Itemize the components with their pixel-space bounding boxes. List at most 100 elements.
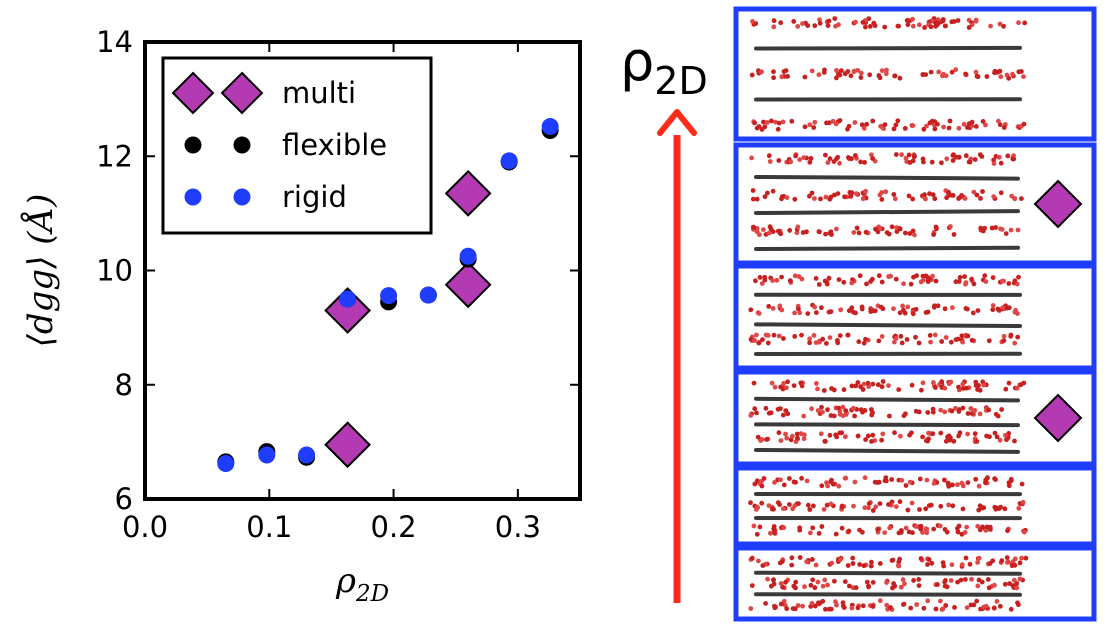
bead — [990, 307, 996, 313]
bead — [905, 304, 911, 310]
bead — [893, 152, 899, 157]
bead — [897, 226, 903, 232]
bead — [983, 603, 989, 609]
bead — [791, 19, 797, 24]
bead — [807, 122, 813, 128]
bead — [816, 601, 822, 607]
bead — [825, 582, 830, 588]
bead — [870, 308, 875, 314]
bead — [942, 385, 948, 391]
bead — [973, 476, 979, 482]
bead — [999, 278, 1005, 284]
bead — [908, 281, 914, 287]
bead — [773, 119, 778, 125]
bead — [807, 336, 812, 342]
bead — [948, 224, 953, 229]
bead — [985, 577, 991, 582]
bead — [941, 124, 946, 130]
bead — [946, 502, 951, 508]
point-multi — [444, 261, 492, 309]
bead — [862, 505, 868, 511]
bead — [796, 306, 801, 312]
bead — [978, 227, 984, 233]
y-axis-label: ⟨dgg⟩ (Å) — [20, 194, 61, 348]
bead — [1008, 332, 1014, 338]
bead — [879, 334, 885, 339]
bead — [816, 72, 822, 78]
bead — [887, 413, 892, 419]
bead — [975, 583, 981, 589]
bead — [754, 125, 760, 131]
bead — [841, 387, 847, 393]
bead — [965, 411, 971, 416]
x-tick-label: 0.2 — [371, 510, 417, 544]
bead — [949, 19, 955, 25]
bead — [946, 483, 952, 489]
bead — [825, 23, 831, 28]
bead — [870, 156, 875, 161]
bead — [943, 335, 949, 340]
bead — [771, 577, 776, 583]
bead-row — [755, 430, 1017, 445]
bead — [780, 412, 786, 418]
bead — [804, 559, 810, 565]
bead — [774, 277, 780, 283]
bead — [793, 585, 798, 591]
bead — [795, 435, 800, 441]
bead — [886, 231, 892, 237]
bead — [1012, 556, 1018, 562]
bead — [919, 387, 924, 393]
bead — [807, 340, 812, 346]
bead — [1019, 196, 1024, 202]
bead — [932, 126, 938, 132]
bead — [763, 332, 769, 338]
bead — [890, 585, 895, 591]
bead — [863, 437, 868, 442]
bead — [891, 192, 897, 197]
bead — [756, 340, 762, 346]
bead — [909, 430, 914, 436]
bead — [800, 230, 806, 235]
bead — [908, 605, 914, 611]
bead — [973, 383, 979, 388]
bead — [766, 153, 772, 159]
bead — [933, 606, 939, 612]
bead — [993, 477, 998, 482]
bead — [750, 188, 756, 193]
bead — [842, 194, 847, 200]
bead — [870, 604, 876, 609]
bead — [996, 118, 1001, 124]
point-multi — [324, 421, 371, 469]
bead — [939, 379, 945, 385]
bead — [862, 475, 868, 481]
bead — [800, 603, 805, 609]
bead — [834, 434, 839, 440]
bead — [770, 306, 776, 311]
bead — [973, 18, 979, 24]
bead — [997, 21, 1003, 27]
bead — [1005, 560, 1010, 565]
bead — [787, 502, 792, 507]
bead — [997, 68, 1003, 74]
bead — [968, 406, 974, 411]
bead — [755, 505, 760, 510]
bead — [784, 385, 789, 391]
bead — [923, 310, 929, 315]
bead — [983, 477, 989, 483]
bead — [971, 281, 977, 287]
bead — [976, 555, 982, 561]
bead — [927, 333, 933, 338]
bead — [889, 558, 895, 563]
bead — [948, 578, 954, 583]
bead — [932, 303, 937, 309]
bead — [766, 503, 772, 508]
bead — [1015, 334, 1021, 340]
bead — [802, 124, 808, 130]
chain-line — [754, 422, 1020, 428]
bead — [790, 433, 795, 439]
bead — [840, 413, 846, 419]
bead — [1008, 476, 1014, 482]
bead — [752, 406, 758, 412]
bead — [1008, 227, 1014, 233]
